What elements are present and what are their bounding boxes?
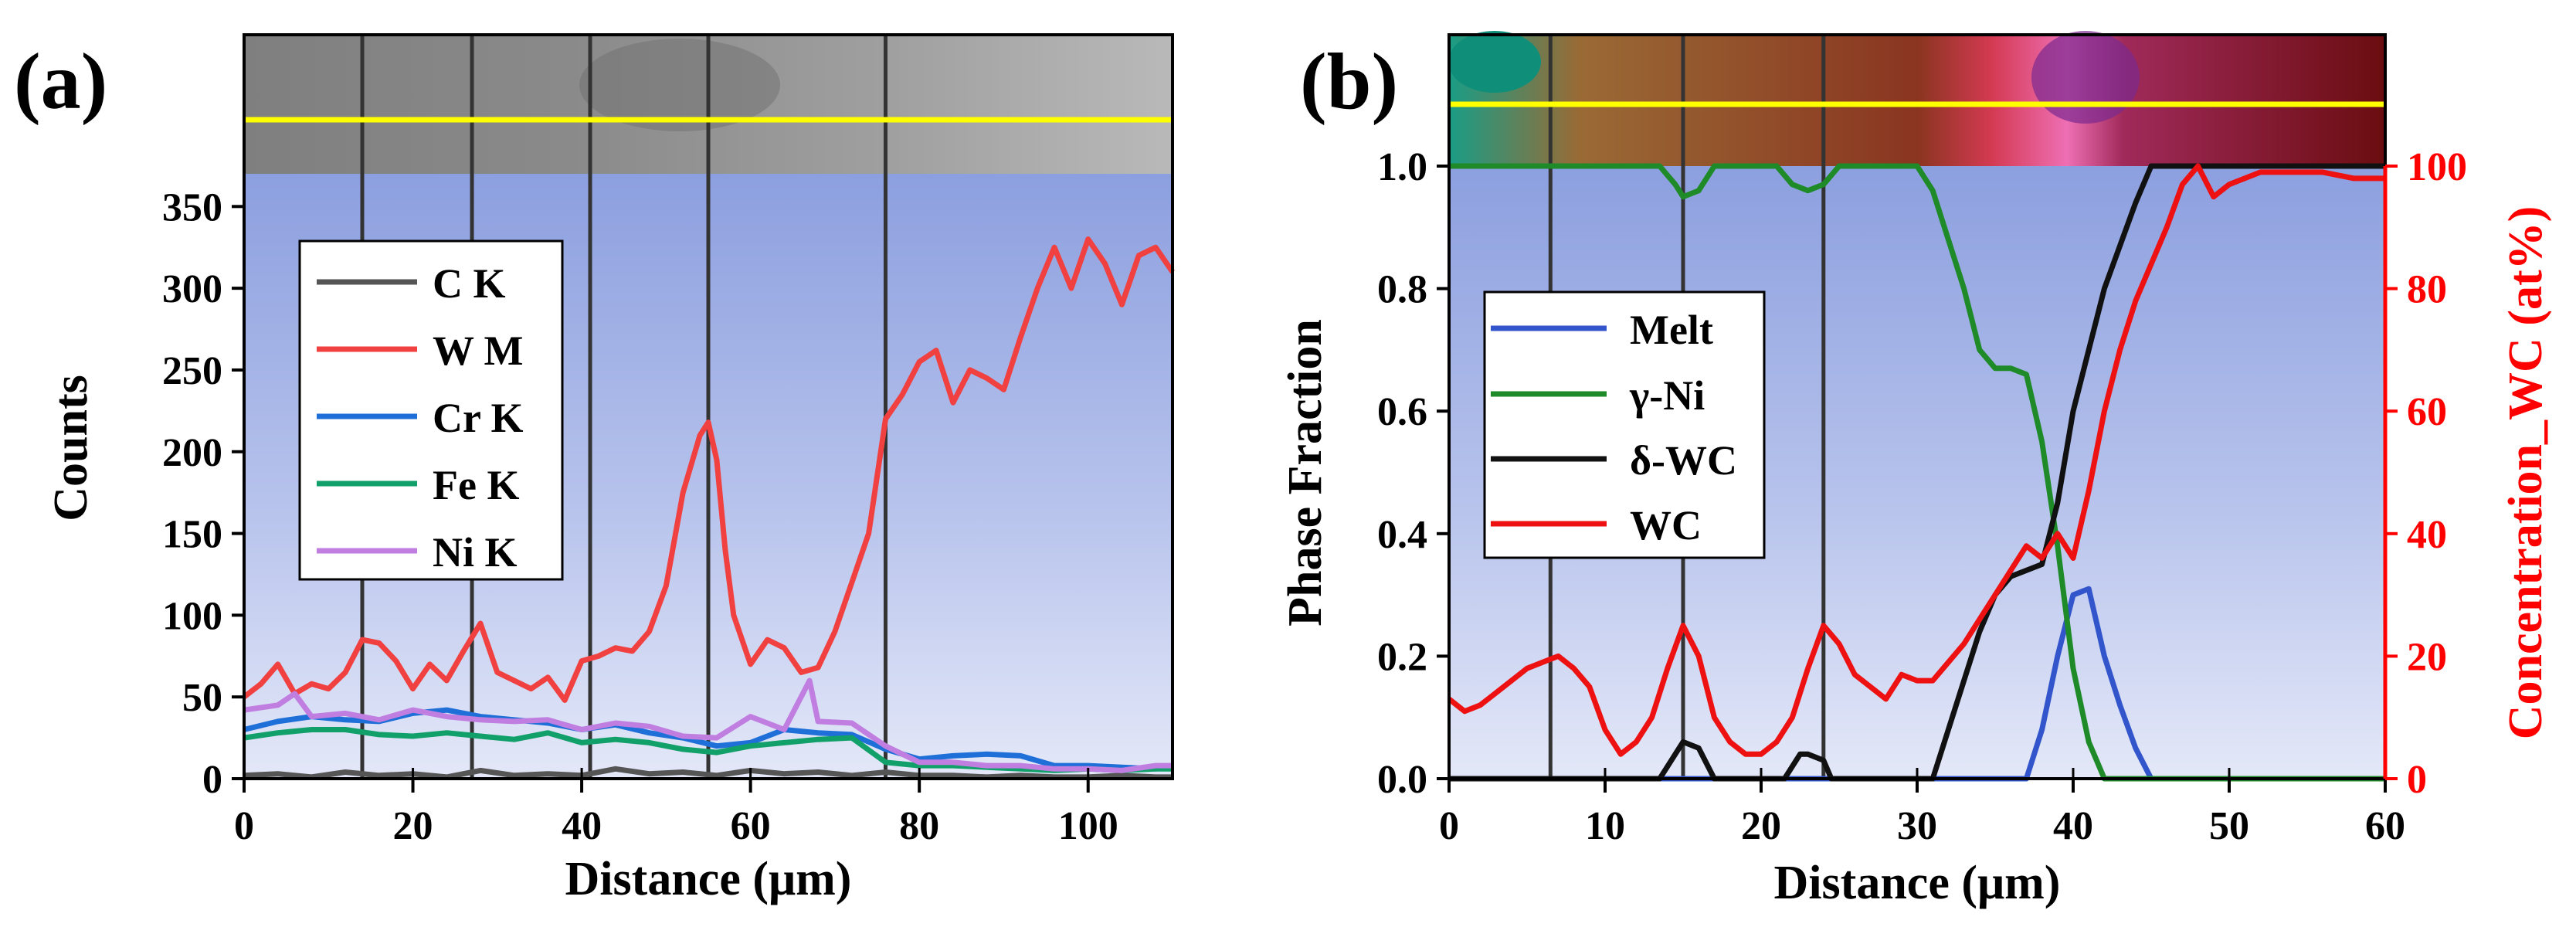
right-y-tick-label: 20 xyxy=(2407,635,2447,679)
panel-b-phase-map xyxy=(1449,35,2385,166)
x-tick-label: 100 xyxy=(1058,804,1118,848)
x-tick-label: 50 xyxy=(2209,804,2249,848)
y-tick-label: 150 xyxy=(162,513,222,557)
panel-b-x-ticks: 0 10 20 30 40 50 60 xyxy=(1439,768,2405,848)
y-tick-label: 0.4 xyxy=(1377,513,1427,557)
panel-b: (b) 0 10 20 30 40 50 60 0.0 0.2 0.4 0.6 0.8 1.0 0 20… xyxy=(1279,31,2552,909)
panel-b-series xyxy=(1447,163,2385,782)
x-tick-label: 80 xyxy=(899,804,939,848)
y-tick-label: 100 xyxy=(162,594,222,638)
legend-label-gamma-ni: γ-Ni xyxy=(1629,372,1705,419)
y-tick-label: 250 xyxy=(162,349,222,393)
panel-a-sem-feature xyxy=(579,39,780,131)
panel-a-series xyxy=(242,236,1175,780)
series-line-gamma-ni xyxy=(1449,163,2385,782)
panel-b-phase-map-feature-2 xyxy=(2031,31,2140,124)
panel-b-phase-map-feature xyxy=(1448,31,1541,93)
right-y-tick-label: 40 xyxy=(2407,513,2447,557)
x-tick-label: 20 xyxy=(1741,804,1781,848)
panel-a-x-label: Distance (μm) xyxy=(565,853,852,905)
right-y-tick-label: 60 xyxy=(2407,390,2447,434)
y-tick-label: 350 xyxy=(162,185,222,229)
y-tick-label: 0 xyxy=(202,758,222,802)
right-y-tick-label: 80 xyxy=(2407,268,2447,312)
series-line-melt xyxy=(1449,586,2385,782)
panel-b-legend: Melt γ-Ni δ-WC WC xyxy=(1483,290,1766,559)
panel-a: (a) 0 20 40 60 80 100 0 50 100 150 200 250 300 350 D… xyxy=(14,33,1175,905)
y-tick-label: 0.0 xyxy=(1377,758,1427,802)
right-y-tick-label: 100 xyxy=(2407,145,2467,189)
series-line-delta-wc xyxy=(1449,163,2385,782)
legend-label-cr-k: Cr K xyxy=(433,395,524,441)
y-tick-label: 0.2 xyxy=(1377,635,1427,679)
legend-label-ni-k: Ni K xyxy=(433,529,518,576)
panel-a-frame xyxy=(243,33,1174,780)
panel-b-x-label: Distance (μm) xyxy=(1774,857,2061,909)
panel-b-y-ticks: 0.0 0.2 0.4 0.6 0.8 1.0 xyxy=(1377,145,1449,802)
x-tick-label: 0 xyxy=(234,804,254,848)
legend-label-wc: WC xyxy=(1630,502,1702,548)
series-line-w-m xyxy=(242,236,1175,703)
panel-a-legend: C K W M Cr K Fe K Ni K xyxy=(298,239,564,581)
panel-a-x-ticks: 0 20 40 60 80 100 xyxy=(234,768,1118,848)
legend-label-melt: Melt xyxy=(1630,307,1713,353)
x-tick-label: 40 xyxy=(2053,804,2093,848)
y-tick-label: 1.0 xyxy=(1377,145,1427,189)
panel-b-legend-box xyxy=(1483,290,1766,559)
x-tick-label: 60 xyxy=(731,804,771,848)
y-tick-label: 50 xyxy=(182,676,222,720)
x-tick-label: 30 xyxy=(1897,804,1937,848)
series-line-ni-k xyxy=(243,677,1173,773)
panel-a-y-label: Counts xyxy=(45,375,97,521)
panel-b-y-label: Phase Fraction xyxy=(1279,319,1332,626)
x-tick-label: 40 xyxy=(562,804,602,848)
legend-label-c-k: C K xyxy=(433,260,506,307)
series-line-c-k xyxy=(243,766,1173,780)
series-line-wc xyxy=(1447,163,2385,757)
x-tick-label: 20 xyxy=(393,804,433,848)
panel-a-guide-lines xyxy=(360,35,888,779)
x-tick-label: 0 xyxy=(1439,804,1459,848)
y-tick-label: 0.6 xyxy=(1377,390,1427,434)
panel-a-y-ticks: 0 50 100 150 200 250 300 350 xyxy=(162,185,244,802)
panel-a-label: (a) xyxy=(14,37,107,126)
x-tick-label: 60 xyxy=(2365,804,2405,848)
y-tick-label: 0.8 xyxy=(1377,268,1427,312)
panel-b-right-y-ticks: 0 20 40 60 80 100 xyxy=(2383,145,2467,802)
y-tick-label: 200 xyxy=(162,431,222,475)
right-y-tick-label: 0 xyxy=(2407,758,2427,802)
y-tick-label: 300 xyxy=(162,267,222,311)
x-tick-label: 10 xyxy=(1585,804,1625,848)
panel-a-legend-box xyxy=(298,239,564,581)
legend-label-delta-wc: δ-WC xyxy=(1630,437,1737,484)
legend-label-fe-k: Fe K xyxy=(433,462,519,508)
panel-b-right-y-label: Concentration_WC (at%) xyxy=(2500,206,2552,740)
legend-label-w-m: W M xyxy=(433,328,524,374)
panel-b-label: (b) xyxy=(1300,37,1398,126)
